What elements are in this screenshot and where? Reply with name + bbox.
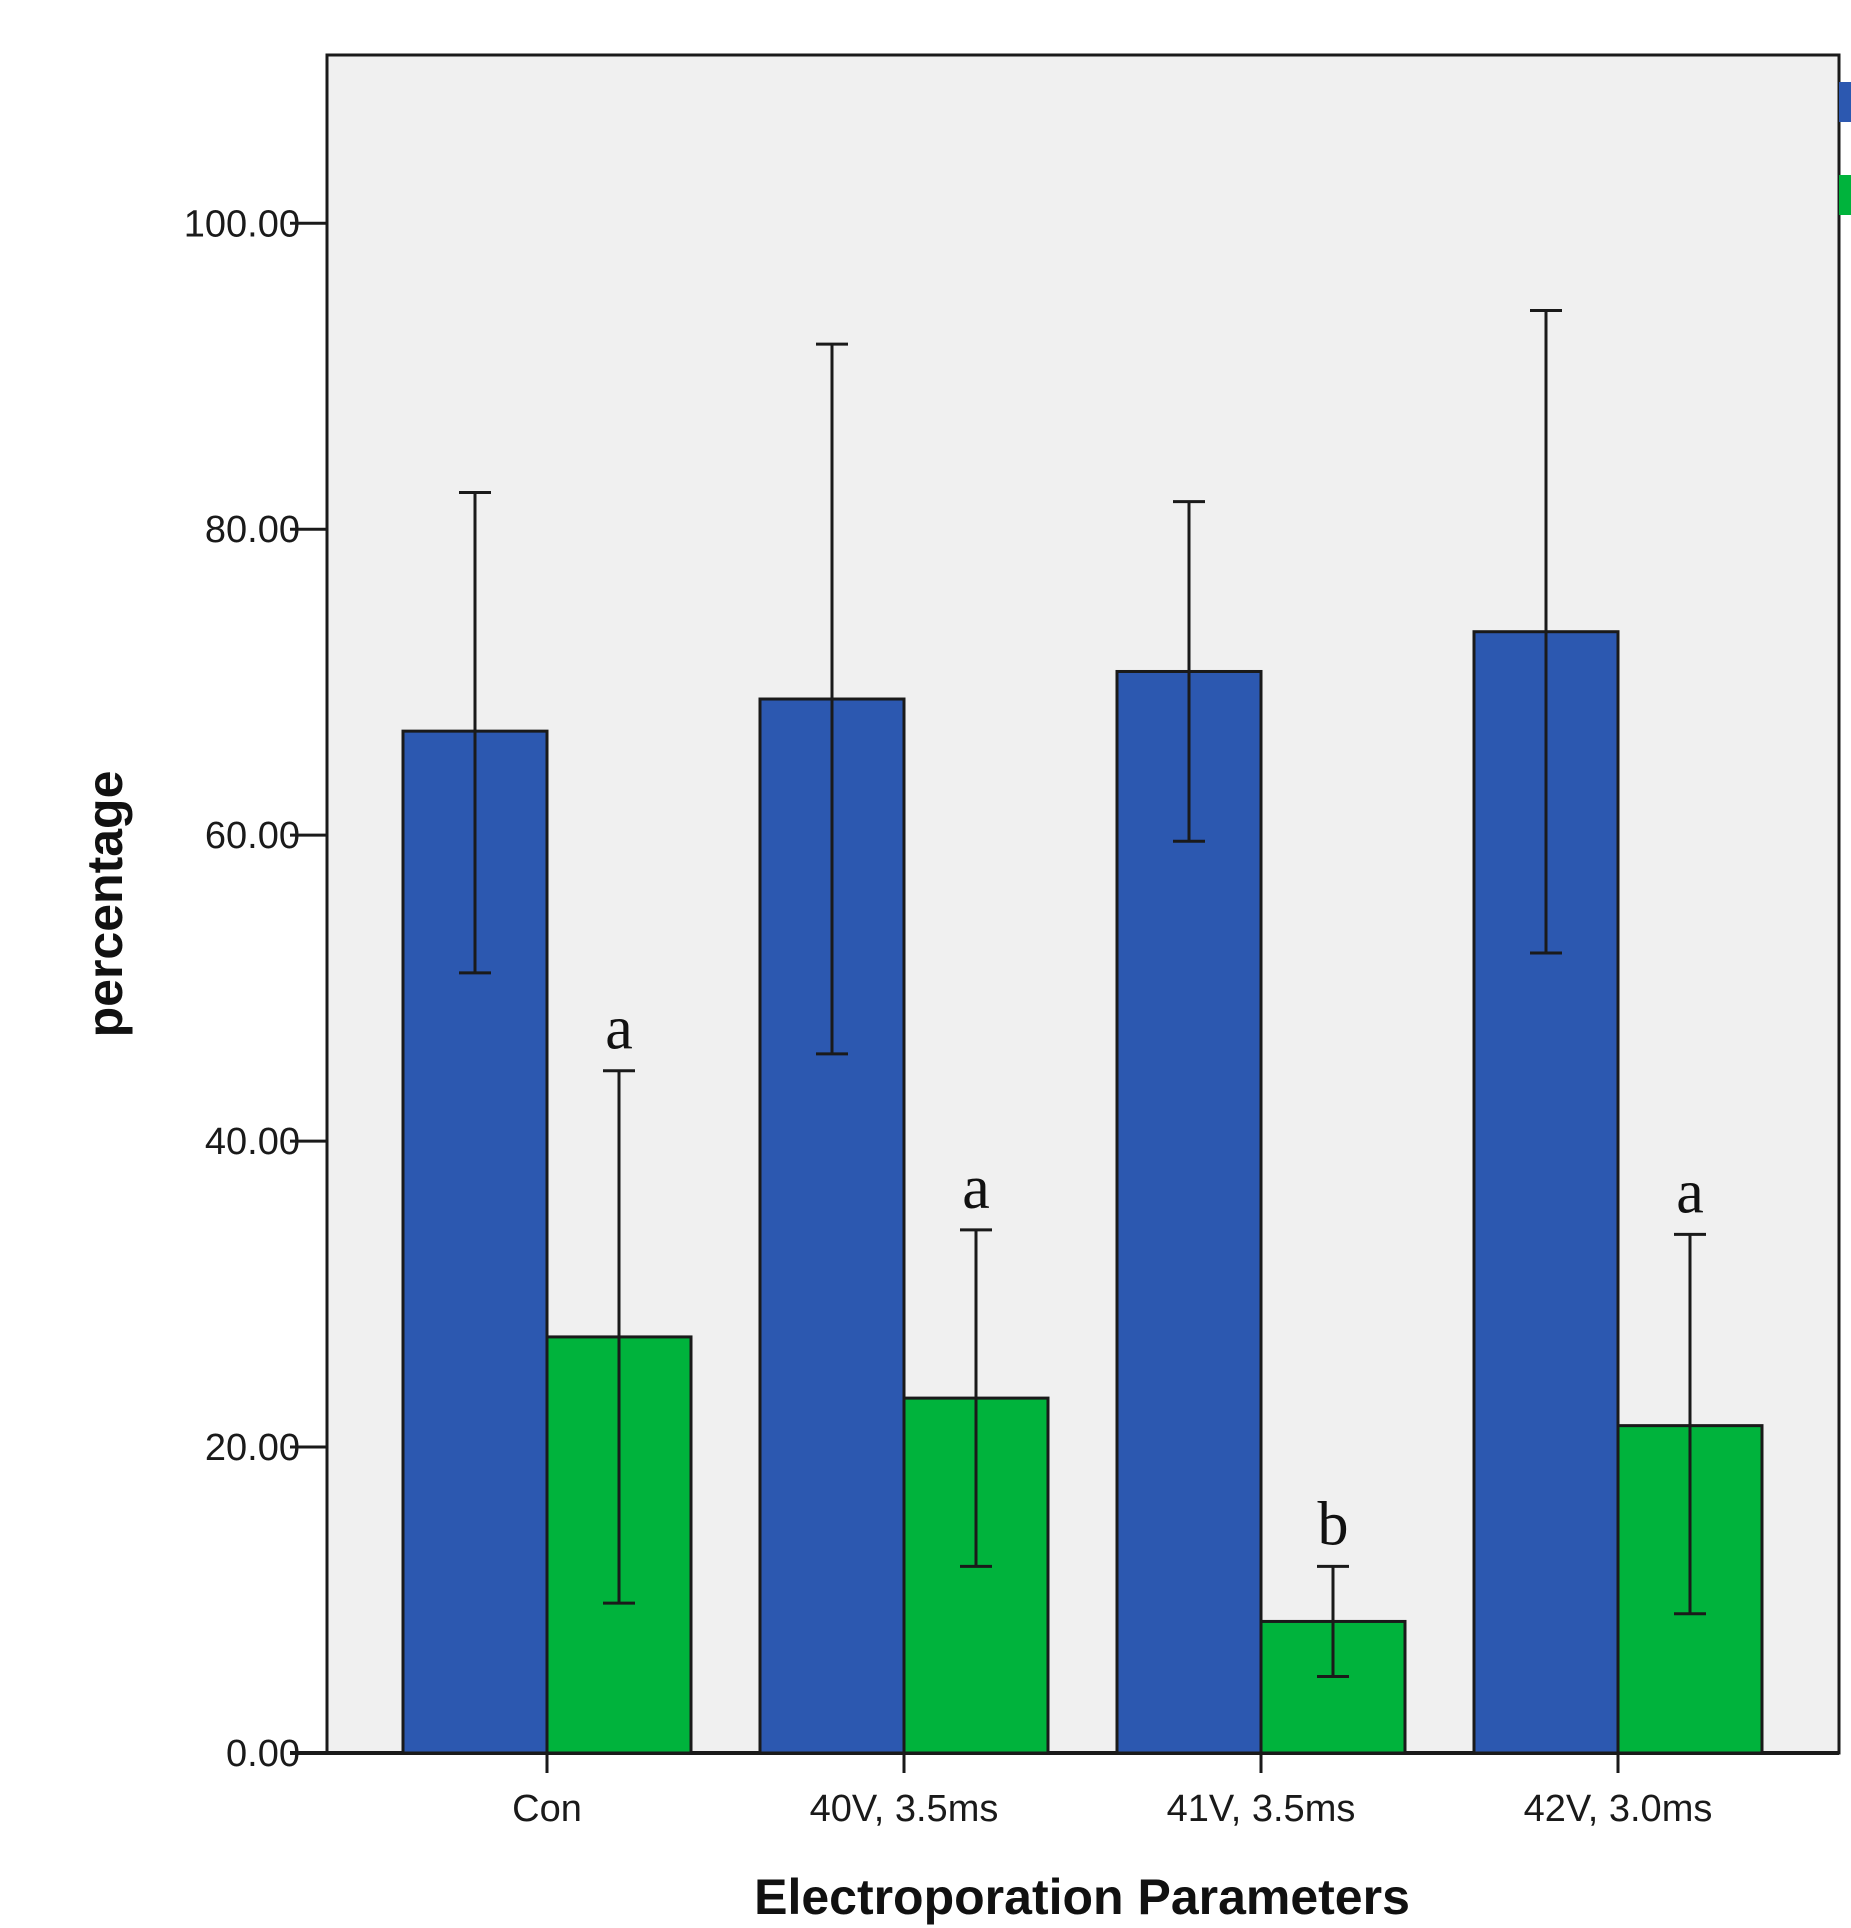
x-axis-title: Electroporation Parameters [754, 1869, 1410, 1925]
y-axis-title: percentage [77, 771, 133, 1038]
data-label: a [605, 995, 633, 1063]
x-tick-label: Con [512, 1788, 582, 1830]
x-tick-label: 42V, 3.0ms [1524, 1788, 1713, 1830]
data-label: a [1676, 1158, 1704, 1226]
data-label: b [1318, 1490, 1349, 1558]
bar-series1 [1115, 669, 1263, 1755]
chart-marks: 0.00 20.00 40.00 60.00 80.00 100.00 Con a 40V, 3… [184, 203, 1839, 1830]
legend-swatch-series2 [1839, 175, 1851, 215]
y-tick-label: 60.00 [205, 815, 300, 857]
x-tick-label: 41V, 3.5ms [1167, 1788, 1356, 1830]
y-tick-label: 0.00 [226, 1733, 300, 1775]
data-label: a [962, 1154, 990, 1222]
y-tick-label: 20.00 [205, 1427, 300, 1469]
y-tick-label: 40.00 [205, 1121, 300, 1163]
y-tick-label: 80.00 [205, 509, 300, 551]
legend-swatch-series1 [1839, 82, 1851, 122]
x-tick-label: 40V, 3.5ms [810, 1788, 999, 1830]
y-tick-label: 100.00 [184, 203, 300, 245]
